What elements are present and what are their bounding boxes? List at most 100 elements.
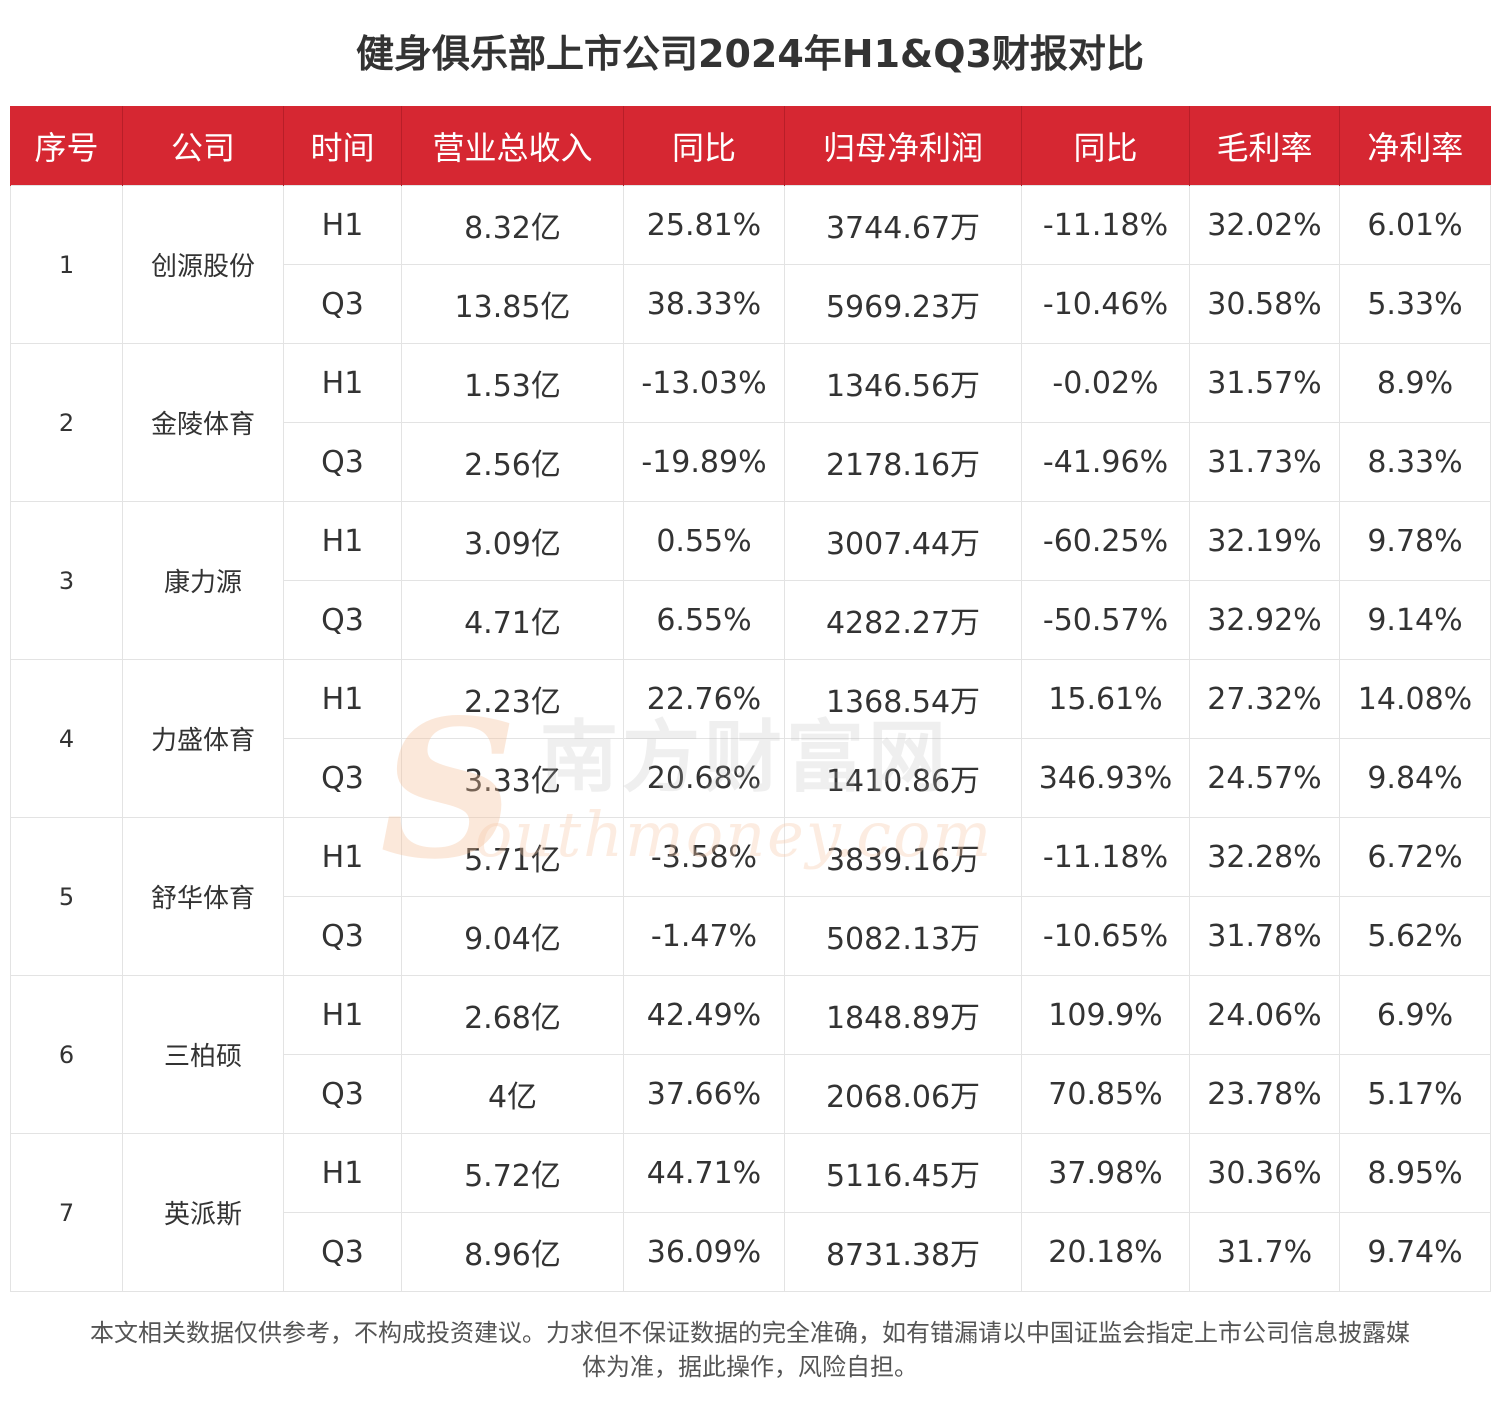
revenue-yoy-cell: 37.66% [623,1054,785,1134]
net-margin-cell: 9.74% [1339,1212,1491,1292]
gross-margin-cell: 32.28% [1189,817,1340,897]
period-cell: Q3 [283,1054,402,1134]
company-cell: 英派斯 [122,1133,284,1292]
period-cell: H1 [283,501,402,581]
period-cell: H1 [283,1133,402,1213]
net-margin-cell: 5.62% [1339,896,1491,976]
header-revenue-yoy: 同比 [623,106,785,186]
period-cell: H1 [283,817,402,897]
index-cell: 6 [10,975,123,1134]
disclaimer: 本文相关数据仅供参考，不构成投资建议。力求但不保证数据的完全准确，如有错漏请以中… [20,1316,1480,1384]
net-profit-yoy-cell: 70.85% [1021,1054,1190,1134]
revenue-yoy-cell: 6.55% [623,580,785,660]
net-profit-cell: 5116.45万 [784,1133,1022,1213]
header-revenue: 营业总收入 [401,106,624,186]
period-cell: Q3 [283,1212,402,1292]
net-profit-cell: 8731.38万 [784,1212,1022,1292]
header-net-profit: 归母净利润 [784,106,1022,186]
company-cell: 金陵体育 [122,343,284,502]
header-net-profit-yoy: 同比 [1021,106,1190,186]
net-margin-cell: 6.9% [1339,975,1491,1055]
net-margin-cell: 8.33% [1339,422,1491,502]
revenue-yoy-cell: 38.33% [623,264,785,344]
header-index: 序号 [10,106,123,186]
revenue-cell: 3.09亿 [401,501,624,581]
period-cell: H1 [283,343,402,423]
company-cell: 三柏硕 [122,975,284,1134]
header-period: 时间 [283,106,402,186]
gross-margin-cell: 31.73% [1189,422,1340,502]
period-cell: H1 [283,975,402,1055]
net-margin-cell: 6.01% [1339,185,1491,265]
gross-margin-cell: 31.57% [1189,343,1340,423]
company-cell: 力盛体育 [122,659,284,818]
revenue-cell: 5.72亿 [401,1133,624,1213]
net-profit-yoy-cell: -50.57% [1021,580,1190,660]
net-profit-yoy-cell: -11.18% [1021,185,1190,265]
index-cell: 3 [10,501,123,660]
company-cell: 舒华体育 [122,817,284,976]
net-margin-cell: 9.84% [1339,738,1491,818]
net-profit-yoy-cell: -60.25% [1021,501,1190,581]
net-margin-cell: 14.08% [1339,659,1491,739]
net-profit-cell: 2178.16万 [784,422,1022,502]
revenue-yoy-cell: 0.55% [623,501,785,581]
period-cell: Q3 [283,896,402,976]
header-company: 公司 [122,106,284,186]
net-profit-yoy-cell: 109.9% [1021,975,1190,1055]
revenue-yoy-cell: 22.76% [623,659,785,739]
header-net-margin: 净利率 [1339,106,1491,186]
net-profit-cell: 5969.23万 [784,264,1022,344]
revenue-cell: 2.56亿 [401,422,624,502]
revenue-cell: 4.71亿 [401,580,624,660]
net-margin-cell: 5.17% [1339,1054,1491,1134]
table-row: Q3 3.33亿 20.68% 1410.86万 346.93% 24.57% 9.84% [11,738,1491,818]
table-row: 5 舒华体育 H1 5.71亿 -3.58% 3839.16万 -11.18% 32.28% 6… [10,817,1491,976]
net-profit-yoy-cell: -10.65% [1021,896,1190,976]
net-profit-cell: 3744.67万 [784,185,1022,265]
revenue-cell: 2.23亿 [401,659,624,739]
period-cell: Q3 [283,738,402,818]
revenue-cell: 1.53亿 [401,343,624,423]
net-margin-cell: 5.33% [1339,264,1491,344]
revenue-cell: 3.33亿 [401,738,624,818]
net-profit-cell: 4282.27万 [784,580,1022,660]
net-profit-yoy-cell: -0.02% [1021,343,1190,423]
net-profit-cell: 1410.86万 [784,738,1022,818]
revenue-cell: 5.71亿 [401,817,624,897]
gross-margin-cell: 27.32% [1189,659,1340,739]
revenue-yoy-cell: -13.03% [623,343,785,423]
net-margin-cell: 6.72% [1339,817,1491,897]
revenue-cell: 13.85亿 [401,264,624,344]
net-profit-yoy-cell: 37.98% [1021,1133,1190,1213]
revenue-cell: 2.68亿 [401,975,624,1055]
net-profit-cell: 1346.56万 [784,343,1022,423]
gross-margin-cell: 23.78% [1189,1054,1340,1134]
gross-margin-cell: 24.06% [1189,975,1340,1055]
table-row: 4 力盛体育 H1 2.23亿 22.76% 1368.54万 15.61% 27.32% 14… [10,659,1491,818]
table-row: 6 三柏硕 H1 2.68亿 42.49% 1848.89万 109.9% 24.06% 6.9… [10,975,1491,1134]
table-row: 1 创源股份 H1 8.32亿 25.81% 3744.67万 -11.18% 32.02% 6… [10,185,1491,344]
net-profit-yoy-cell: -11.18% [1021,817,1190,897]
period-cell: Q3 [283,580,402,660]
disclaimer-line-1: 本文相关数据仅供参考，不构成投资建议。力求但不保证数据的完全准确，如有错漏请以中… [90,1319,1410,1347]
net-profit-cell: 2068.06万 [784,1054,1022,1134]
index-cell: 5 [10,817,123,976]
table-row: 2 金陵体育 H1 1.53亿 -13.03% 1346.56万 -0.02% 31.57% 8… [10,343,1491,502]
period-cell: Q3 [283,422,402,502]
revenue-yoy-cell: 44.71% [623,1133,785,1213]
table-body: 1 创源股份 H1 8.32亿 25.81% 3744.67万 -11.18% 32.02% 6… [10,185,1491,1292]
net-profit-cell: 3839.16万 [784,817,1022,897]
company-cell: 康力源 [122,501,284,660]
net-profit-cell: 1848.89万 [784,975,1022,1055]
header-gross-margin: 毛利率 [1189,106,1340,186]
revenue-yoy-cell: 20.68% [623,738,785,818]
net-profit-yoy-cell: 15.61% [1021,659,1190,739]
net-profit-yoy-cell: 20.18% [1021,1212,1190,1292]
gross-margin-cell: 30.58% [1189,264,1340,344]
net-margin-cell: 8.9% [1339,343,1491,423]
financial-comparison-table: 序号 公司 时间 营业总收入 同比 归母净利润 同比 毛利率 净利率 1 创源股份… [10,106,1491,1292]
table-row: Q3 9.04亿 -1.47% 5082.13万 -10.65% 31.78% 5.62% [11,896,1491,976]
net-profit-yoy-cell: -10.46% [1021,264,1190,344]
net-margin-cell: 9.78% [1339,501,1491,581]
